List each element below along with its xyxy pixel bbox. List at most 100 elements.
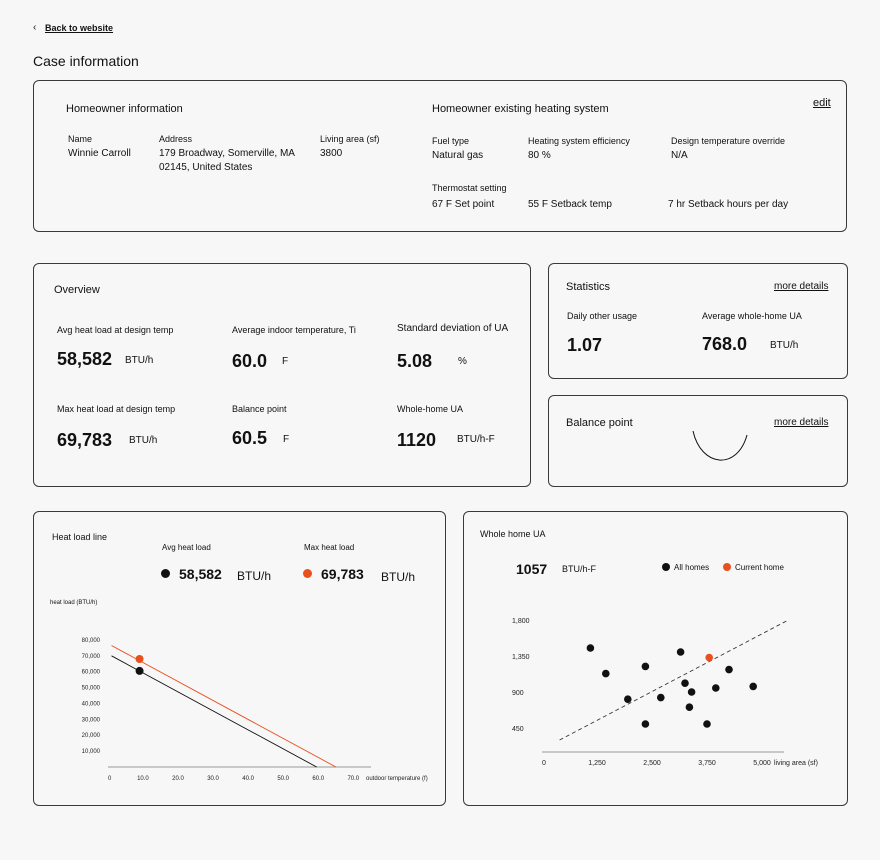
avg-heat-load-dot-icon bbox=[161, 569, 170, 578]
heating-system-title: Homeowner existing heating system bbox=[432, 103, 609, 115]
thermostat-label: Thermostat setting bbox=[432, 183, 507, 193]
avg-whole-home-ua-value: 768.0 bbox=[702, 334, 748, 354]
y-tick-label: 50,000 bbox=[82, 686, 101, 692]
x-tick-label: 50.0 bbox=[277, 776, 289, 782]
x-tick-label: 30.0 bbox=[207, 776, 219, 782]
balance-card-title: Balance point bbox=[566, 417, 633, 429]
std-dev-unit: % bbox=[458, 356, 467, 367]
case-info-card: Homeowner information Name Winnie Carrol… bbox=[33, 80, 847, 232]
max-heat-load-label: Max heat load at design temp bbox=[57, 404, 176, 414]
series-line bbox=[111, 655, 317, 768]
x-tick-label: 20.0 bbox=[172, 776, 184, 782]
name-value: Winnie Carroll bbox=[68, 148, 131, 159]
statistics-more-details-link[interactable]: more details bbox=[774, 281, 829, 292]
indoor-temp-unit: F bbox=[282, 356, 289, 367]
avg-heat-load-unit: BTU/h bbox=[125, 355, 154, 366]
scatter-point bbox=[725, 665, 733, 674]
daily-usage-label: Daily other usage bbox=[567, 311, 638, 321]
setback-hours-value: 7 hr Setback hours per day bbox=[668, 199, 789, 210]
name-label: Name bbox=[68, 134, 93, 144]
max-heat-load-legend-unit: BTU/h bbox=[381, 570, 416, 584]
balance-more-details-link[interactable]: more details bbox=[774, 417, 829, 428]
balance-point-unit: F bbox=[283, 434, 290, 445]
whole-home-ua-card: Whole home UA 1057 BTU/h-F All homes Cur… bbox=[463, 511, 848, 806]
scatter-point bbox=[641, 662, 650, 671]
scatter-point bbox=[681, 679, 689, 687]
whole-home-ua-chart: 0 1,250 2,500 3,750 5,000 450 900 1,350 1,800 liv… bbox=[512, 618, 818, 767]
efficiency-label: Heating system efficiency bbox=[528, 136, 630, 146]
max-heat-load-legend-label: Max heat load bbox=[304, 543, 355, 552]
scatter-point bbox=[602, 669, 610, 678]
ua-card-value: 1057 bbox=[516, 561, 548, 577]
x-tick-label: 2,500 bbox=[643, 760, 661, 767]
scatter-point bbox=[657, 693, 665, 702]
overview-card: Overview Avg heat load at design temp 58… bbox=[33, 263, 531, 487]
heat-load-chart: 0 10.0 20.0 30.0 40.0 50.0 60.0 70.0 10,000 20,00… bbox=[82, 638, 428, 782]
avg-heat-load-legend-label: Avg heat load bbox=[162, 543, 211, 552]
avg-heat-load-legend-value: 58,582 bbox=[179, 566, 222, 582]
avg-heat-load-label: Avg heat load at design temp bbox=[57, 325, 174, 335]
design-temp-override-label: Design temperature override bbox=[671, 136, 786, 146]
back-chevron-icon[interactable]: ‹ bbox=[33, 22, 37, 33]
y-tick-label: 10,000 bbox=[82, 749, 101, 755]
set-point-value: 67 F Set point bbox=[432, 199, 495, 210]
x-tick-label: 60.0 bbox=[312, 776, 324, 782]
back-to-website-link[interactable]: Back to website bbox=[45, 23, 114, 33]
x-tick-label: 40.0 bbox=[242, 776, 254, 782]
address-line1: 179 Broadway, Somerville, MA bbox=[159, 148, 295, 159]
ua-card-unit: BTU/h-F bbox=[562, 564, 597, 574]
max-heat-load-unit: BTU/h bbox=[129, 435, 158, 446]
y-tick-label: 70,000 bbox=[82, 654, 101, 660]
daily-usage-value: 1.07 bbox=[567, 335, 603, 355]
scatter-point bbox=[687, 688, 696, 696]
scatter-point bbox=[676, 648, 685, 656]
x-tick-label: 10.0 bbox=[137, 776, 149, 782]
whole-home-ua-unit: BTU/h-F bbox=[457, 434, 495, 445]
scatter-point bbox=[703, 720, 711, 728]
efficiency-value: 80 % bbox=[528, 150, 551, 161]
heat-load-y-axis-label: heat load (BTU/h) bbox=[50, 600, 98, 606]
scatter-point bbox=[641, 720, 650, 728]
max-heat-load-legend-value: 69,783 bbox=[321, 566, 364, 582]
max-heat-load-value: 69,783 bbox=[57, 430, 113, 450]
x-tick-label: 1,250 bbox=[588, 760, 606, 767]
balance-point-label: Balance point bbox=[232, 404, 287, 414]
y-tick-label: 30,000 bbox=[82, 717, 101, 723]
statistics-title: Statistics bbox=[566, 281, 611, 293]
std-dev-label: Standard deviation of UA bbox=[397, 323, 509, 334]
whole-home-ua-label: Whole-home UA bbox=[397, 404, 464, 414]
y-tick-label: 20,000 bbox=[82, 733, 101, 739]
homeowner-info-title: Homeowner information bbox=[66, 103, 183, 115]
series-point bbox=[135, 655, 144, 663]
heat-load-card: Heat load line Avg heat load 58,582 BTU/… bbox=[33, 511, 446, 806]
indoor-temp-value: 60.0 bbox=[232, 351, 268, 371]
avg-whole-home-ua-unit: BTU/h bbox=[770, 340, 799, 351]
y-tick-label: 1,800 bbox=[512, 618, 530, 625]
edit-link[interactable]: edit bbox=[813, 97, 831, 109]
design-temp-override-value: N/A bbox=[671, 150, 688, 161]
overview-title: Overview bbox=[54, 284, 100, 296]
y-tick-label: 60,000 bbox=[82, 670, 101, 676]
avg-heat-load-legend-unit: BTU/h bbox=[237, 569, 272, 583]
x-tick-label: 5,000 bbox=[753, 760, 771, 767]
y-tick-label: 1,350 bbox=[512, 654, 530, 661]
page-title: Case information bbox=[33, 53, 139, 69]
all-homes-legend-dot-icon bbox=[662, 563, 670, 571]
avg-whole-home-ua-label: Average whole-home UA bbox=[702, 311, 802, 321]
balance-point-value: 60.5 bbox=[232, 428, 268, 448]
balance-point-card: Balance point more details bbox=[548, 395, 848, 487]
std-dev-value: 5.08 bbox=[397, 351, 433, 371]
scatter-point bbox=[712, 684, 720, 692]
living-area-value: 3800 bbox=[320, 148, 343, 159]
heat-load-title: Heat load line bbox=[52, 532, 108, 542]
address-label: Address bbox=[159, 134, 193, 144]
statistics-card: Statistics more details Daily other usag… bbox=[548, 263, 848, 379]
balance-point-curve bbox=[692, 430, 748, 461]
y-tick-label: 900 bbox=[512, 690, 524, 697]
series-point bbox=[135, 666, 144, 675]
avg-heat-load-value: 58,582 bbox=[57, 349, 113, 369]
y-tick-label: 40,000 bbox=[82, 701, 101, 707]
whole-home-ua-value: 1120 bbox=[397, 430, 437, 450]
x-tick-label: 70.0 bbox=[347, 776, 359, 782]
max-heat-load-dot-icon bbox=[303, 569, 312, 578]
